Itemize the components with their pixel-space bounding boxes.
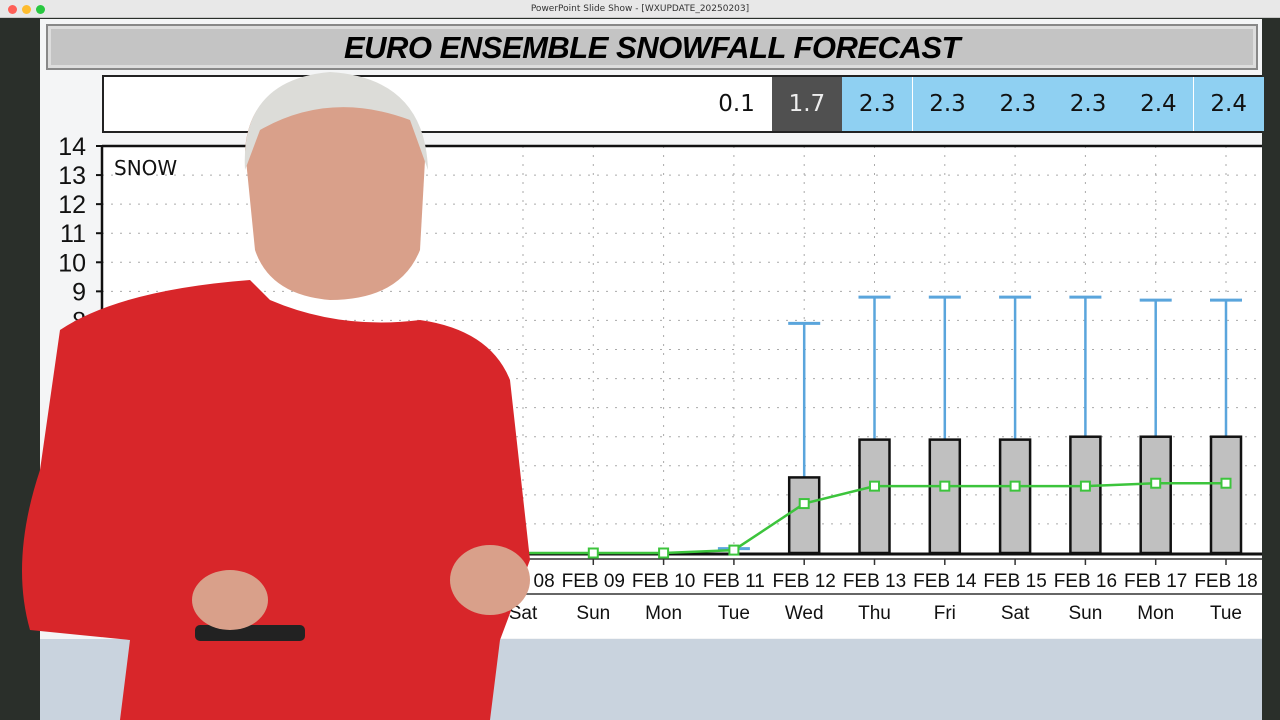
- y-tick-label: 13: [58, 162, 86, 190]
- y-tick-label: 10: [58, 249, 86, 277]
- day-label: Mon: [1137, 603, 1174, 624]
- window-titlebar: PowerPoint Slide Show - [WXUPDATE_202502…: [0, 0, 1280, 18]
- summary-value: 2.3: [1053, 77, 1124, 131]
- day-label: Tue: [718, 603, 750, 624]
- date-label: FEB 17: [1124, 571, 1187, 592]
- window-title: PowerPoint Slide Show - [WXUPDATE_202502…: [530, 4, 750, 14]
- date-label: FEB 15: [983, 571, 1046, 592]
- date-label: FEB 09: [562, 571, 625, 592]
- box: [1069, 435, 1102, 555]
- mean-marker: [1150, 477, 1162, 489]
- mean-marker: [728, 544, 740, 556]
- summary-value: 1.7: [771, 77, 842, 131]
- date-label: FEB 08: [491, 571, 554, 592]
- mean-marker: [1009, 480, 1021, 492]
- day-label: Sun: [576, 603, 610, 624]
- y-tick-label: 1: [72, 511, 86, 539]
- summary-value: 2.4: [1123, 77, 1194, 131]
- close-window-button[interactable]: [8, 5, 17, 14]
- mean-marker: [798, 498, 810, 510]
- y-tick-label: 14: [58, 133, 86, 161]
- box: [1139, 435, 1172, 555]
- y-tick-label: 12: [58, 191, 86, 219]
- summary-value: 2.3: [842, 77, 913, 131]
- date-label: FEB 13: [843, 571, 906, 592]
- day-label: Tue: [1210, 603, 1242, 624]
- y-tick-label: 6: [72, 366, 86, 394]
- date-label: FEB 16: [1054, 571, 1117, 592]
- mean-marker: [658, 547, 670, 559]
- box: [928, 438, 962, 555]
- mean-marker: [1220, 477, 1232, 489]
- y-tick-label: 7: [72, 337, 86, 365]
- axis-band: [102, 555, 1262, 638]
- zoom-window-button[interactable]: [36, 5, 45, 14]
- mean-marker: [1079, 480, 1091, 492]
- date-label: FEB 10: [632, 571, 695, 592]
- box: [998, 438, 1032, 555]
- mean-marker: [869, 480, 880, 492]
- y-tick-label: 3: [72, 453, 86, 481]
- box: [787, 476, 821, 555]
- y-tick-label: 2: [72, 482, 86, 510]
- day-label: Wed: [785, 603, 824, 624]
- summary-value: 2.3: [982, 77, 1053, 131]
- day-label: Mon: [645, 603, 682, 624]
- y-tick-label: 9: [72, 278, 86, 306]
- y-tick-label: 0: [72, 540, 86, 568]
- date-label: FEB 14: [913, 571, 977, 592]
- y-tick-label: 4: [72, 424, 86, 452]
- y-tick-label: 11: [60, 220, 86, 248]
- day-label: Sat: [1001, 603, 1030, 624]
- date-label: FEB 12: [773, 571, 836, 592]
- box: [1209, 435, 1243, 555]
- summary-value: 2.4: [1193, 77, 1264, 131]
- date-label: FEB 11: [703, 571, 765, 592]
- date-label: FEB 18: [1194, 571, 1257, 592]
- mean-marker: [517, 547, 529, 559]
- day-label: Sun: [1068, 603, 1102, 624]
- slide-title: EURO ENSEMBLE SNOWFALL FORECAST: [343, 30, 961, 65]
- mean-marker: [587, 547, 599, 559]
- day-label: Thu: [858, 603, 891, 624]
- box: [858, 438, 891, 555]
- y-tick-label: 5: [72, 395, 86, 423]
- slide-header: EURO ENSEMBLE SNOWFALL FORECAST: [46, 24, 1258, 70]
- y-tick-label: 8: [72, 307, 86, 335]
- day-label: Fri: [934, 603, 956, 624]
- mean-marker: [939, 480, 951, 492]
- day-label: Sat: [509, 603, 538, 624]
- panel-label: SNOW: [114, 156, 178, 180]
- summary-value: 0.1: [718, 91, 755, 117]
- summary-value: 2.3: [912, 77, 983, 131]
- minimize-window-button[interactable]: [22, 5, 31, 14]
